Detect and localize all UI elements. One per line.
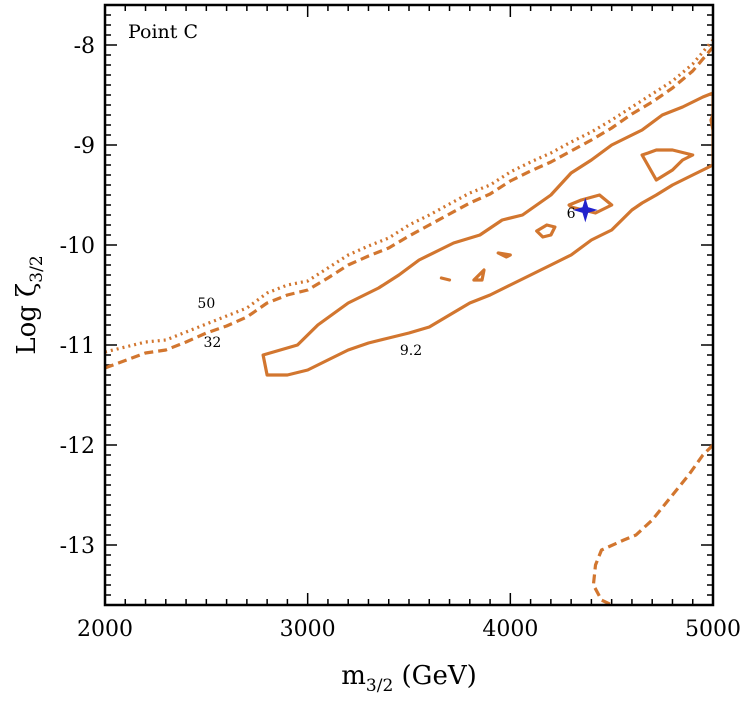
x-tick-label: 5000 (685, 617, 741, 642)
contour-island (640, 148, 695, 182)
y-tick-label: -11 (60, 334, 95, 359)
contour-label: 9.2 (400, 343, 422, 359)
y-tick-label: -8 (74, 34, 95, 59)
contour-lower-dashed (591, 443, 713, 605)
y-axis-title-main: Log ζ (12, 283, 42, 355)
contour-island (535, 223, 557, 239)
x-axis-title-main: m (341, 661, 366, 691)
contour-labels: 50 32 9.2 6 (197, 197, 598, 359)
y-tick-label: -10 (60, 234, 95, 259)
contour-9-2 (261, 91, 713, 377)
y-tick-label: -9 (74, 134, 95, 159)
y-tick-label: -13 (60, 534, 95, 559)
x-axis-title-sub: 3/2 (366, 676, 393, 696)
y-axis-title-sub: 3/2 (27, 255, 47, 282)
plot-frame (103, 3, 715, 607)
y-axis-title: Log ζ3/2 (12, 255, 47, 354)
x-tick-label: 3000 (280, 617, 336, 642)
contour-island (496, 251, 512, 259)
best-fit-marker (572, 197, 598, 223)
x-tick-label: 4000 (482, 617, 538, 642)
y-tick-label: -12 (60, 434, 95, 459)
panel-label: Point C (128, 21, 198, 43)
contour-island (472, 268, 486, 282)
contour-island (439, 276, 452, 282)
contour-curves (105, 38, 713, 605)
contour-island (567, 193, 614, 215)
x-axis-title: m3/2 (GeV) (341, 661, 477, 696)
contour-label: 6 (567, 206, 576, 222)
x-tick-label: 2000 (77, 617, 133, 642)
tick-marks: 2000 3000 4000 5000 -8 -9 -10 -11 -12 -13 (60, 4, 741, 642)
contour-label: 32 (203, 335, 221, 351)
x-axis-title-unit: (GeV) (393, 661, 476, 691)
contour-50 (105, 38, 713, 354)
contour-label: 50 (197, 296, 215, 312)
contour-32 (105, 45, 713, 370)
